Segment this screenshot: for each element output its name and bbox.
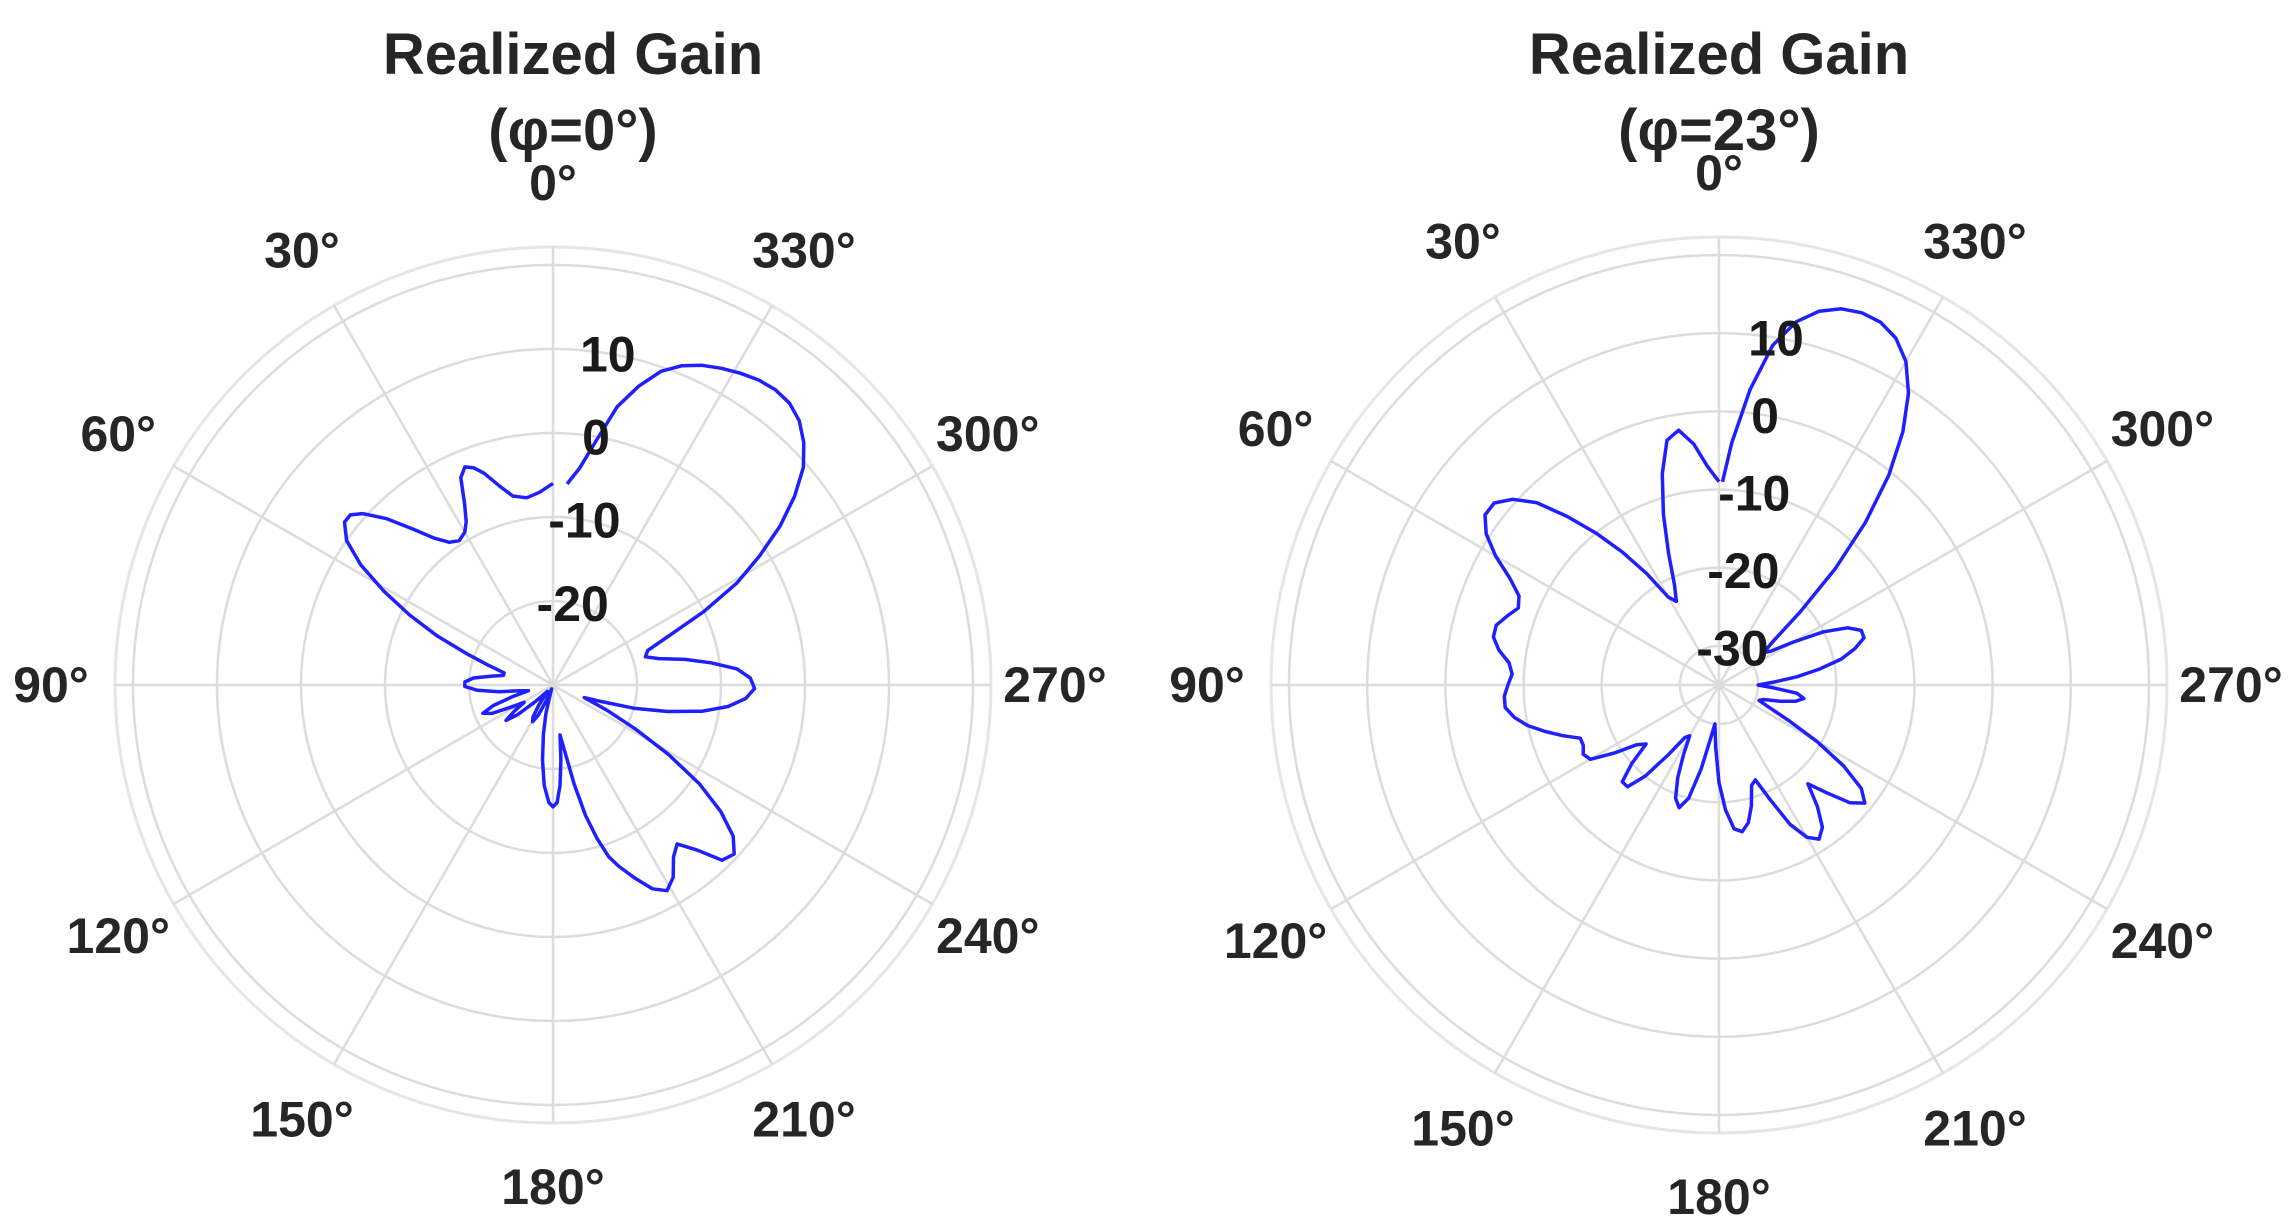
r-tick-label: -20 — [1707, 543, 1779, 599]
r-tick-label: 0 — [1751, 388, 1779, 444]
r-tick-label: -10 — [548, 493, 620, 549]
theta-tick-label: 90° — [13, 657, 89, 713]
theta-tick-label: 0° — [529, 155, 577, 211]
theta-tick-label: 180° — [501, 1159, 604, 1215]
theta-tick-label: 30° — [264, 222, 340, 278]
theta-tick-label: 300° — [2111, 401, 2214, 457]
theta-tick-label: 150° — [250, 1092, 353, 1148]
theta-tick-label: 240° — [936, 908, 1039, 964]
grid-spoke — [1493, 684, 1721, 1074]
theta-tick-label: 60° — [1238, 401, 1314, 457]
r-tick-label: 0 — [582, 409, 610, 465]
chart-panel-phi-0: Realized Gain (φ=0°) 0° 30° 60° 90° 120° 150°… — [13, 22, 1107, 1215]
chart-title: Realized Gain — [1528, 22, 1910, 87]
grid-spoke — [551, 684, 774, 1065]
chart-title: Realized Gain — [382, 22, 764, 87]
theta-tick-label: 60° — [80, 406, 156, 462]
grid-spoke — [173, 464, 554, 687]
theta-tick-label: 120° — [67, 908, 170, 964]
grid-spoke — [1330, 683, 1720, 911]
theta-tick-label: 120° — [1224, 913, 1327, 969]
theta-tick-label: 270° — [2179, 657, 2282, 713]
theta-tick-label: 210° — [752, 1092, 855, 1148]
theta-tick-label: 330° — [1923, 214, 2026, 270]
chart-subtitle: (φ=23°) — [1618, 98, 1820, 163]
grid-spoke — [551, 305, 774, 686]
polar-plot-phi-23: 0° 30° 60° 90° 120° 150° 180° 210° 240° 270° 300° 3… — [1169, 145, 2283, 1222]
theta-tick-label: 300° — [936, 406, 1039, 462]
polar-plot-phi-0: 0° 30° 60° 90° 120° 150° 180° 210° 240° 270° 300° 3… — [13, 155, 1107, 1215]
r-tick-label: -10 — [1718, 465, 1790, 521]
r-tick-label: -30 — [1696, 620, 1768, 676]
theta-tick-label: 150° — [1411, 1100, 1514, 1156]
polar-grid — [1269, 235, 2169, 1135]
gain-trace — [1483, 307, 1911, 841]
r-tick-label: 10 — [580, 326, 636, 382]
grid-spoke — [1717, 684, 1945, 1074]
chart-subtitle: (φ=0°) — [488, 98, 658, 163]
polar-grid — [113, 245, 993, 1125]
grid-spoke — [1330, 459, 1720, 687]
r-tick-label: -20 — [537, 576, 609, 632]
theta-tick-label: 240° — [2111, 913, 2214, 969]
theta-tick-label: 270° — [1003, 657, 1106, 713]
gain-trace — [342, 363, 806, 893]
grid-spoke — [552, 683, 933, 906]
grid-spoke — [173, 683, 554, 906]
theta-tick-label: 210° — [1923, 1100, 2026, 1156]
chart-panel-phi-23: Realized Gain (φ=23°) 0° 30° 60° 90° 120° 150… — [1146, 0, 2292, 1222]
grid-spoke — [332, 305, 555, 686]
grid-spoke — [1718, 683, 2108, 911]
theta-tick-label: 0° — [1695, 145, 1743, 201]
theta-tick-label: 30° — [1425, 214, 1501, 270]
r-tick-label: 10 — [1748, 311, 1804, 367]
theta-tick-label: 330° — [752, 222, 855, 278]
grid-spoke — [1493, 296, 1721, 686]
theta-tick-label: 180° — [1667, 1169, 1770, 1222]
grid-spoke — [332, 684, 555, 1065]
theta-tick-label: 90° — [1169, 657, 1245, 713]
